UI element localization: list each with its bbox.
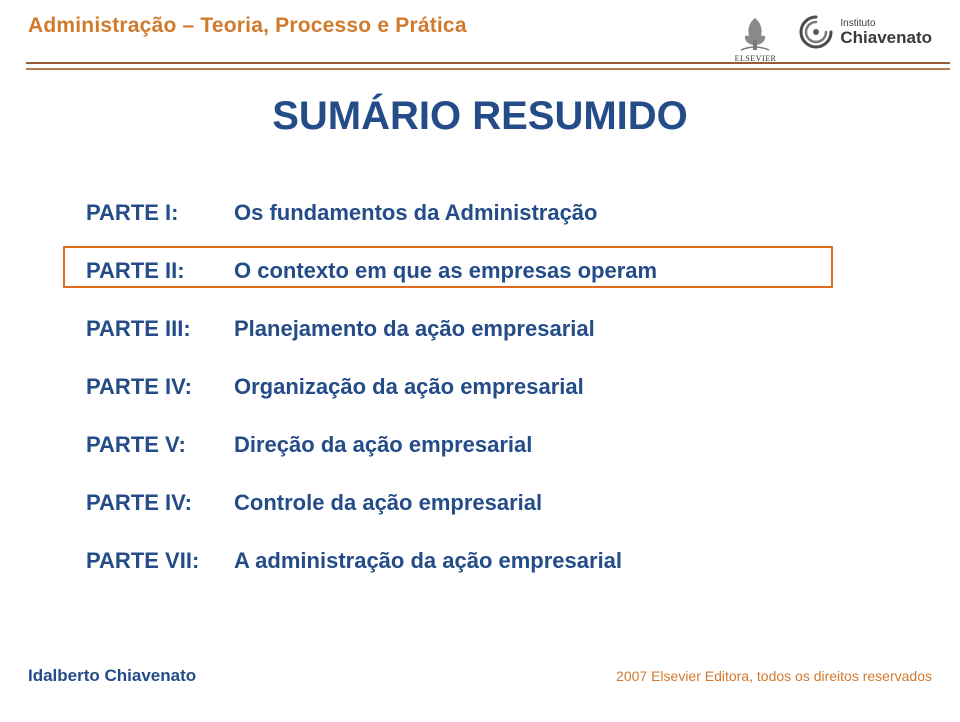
list-item: PARTE I: Os fundamentos da Administração: [86, 196, 900, 230]
chiavenato-text: Instituto Chiavenato: [840, 19, 932, 46]
chiavenato-top-label: Instituto: [840, 19, 932, 29]
content-area: PARTE I: Os fundamentos da Administração…: [86, 196, 900, 602]
parte-label: PARTE I:: [86, 200, 234, 226]
logos-group: ELSEVIER Instituto Chiavenato: [735, 14, 932, 63]
elsevier-tree-icon: [735, 14, 775, 52]
list-item: PARTE III: Planejamento da ação empresar…: [86, 312, 900, 346]
header-rules: [26, 62, 960, 74]
parte-label: PARTE III:: [86, 316, 234, 342]
list-item: PARTE V: Direção da ação empresarial: [86, 428, 900, 462]
parte-value: Os fundamentos da Administração: [234, 200, 597, 226]
parte-label: PARTE IV:: [86, 374, 234, 400]
parte-value: O contexto em que as empresas operam: [234, 258, 657, 284]
parte-value: Planejamento da ação empresarial: [234, 316, 595, 342]
elsevier-logo: ELSEVIER: [735, 14, 777, 63]
chiavenato-logo: Instituto Chiavenato: [798, 14, 932, 50]
parte-value: A administração da ação empresarial: [234, 548, 622, 574]
rule-top: [26, 62, 950, 64]
footer-copyright: 2007 Elsevier Editora, todos os direitos…: [616, 668, 932, 684]
parte-label: PARTE V:: [86, 432, 234, 458]
page-title: SUMÁRIO RESUMIDO: [0, 94, 960, 139]
list-item: PARTE VII: A administração da ação empre…: [86, 544, 900, 578]
slide: Administração – Teoria, Processo e Práti…: [0, 0, 960, 722]
chiavenato-bottom-label: Chiavenato: [840, 29, 932, 46]
parte-label: PARTE VII:: [86, 548, 234, 574]
parte-value: Organização da ação empresarial: [234, 374, 584, 400]
parte-value: Direção da ação empresarial: [234, 432, 532, 458]
parte-value: Controle da ação empresarial: [234, 490, 542, 516]
list-item: PARTE IV: Organização da ação empresaria…: [86, 370, 900, 404]
footer: Idalberto Chiavenato 2007 Elsevier Edito…: [28, 666, 932, 686]
list-item: PARTE IV: Controle da ação empresarial: [86, 486, 900, 520]
rule-bottom: [26, 68, 950, 70]
parte-label: PARTE II:: [86, 258, 234, 284]
chiavenato-swirl-icon: [798, 14, 834, 50]
list-item: PARTE II: O contexto em que as empresas …: [86, 254, 900, 288]
parte-label: PARTE IV:: [86, 490, 234, 516]
footer-author: Idalberto Chiavenato: [28, 666, 196, 686]
header-title: Administração – Teoria, Processo e Práti…: [28, 14, 467, 38]
